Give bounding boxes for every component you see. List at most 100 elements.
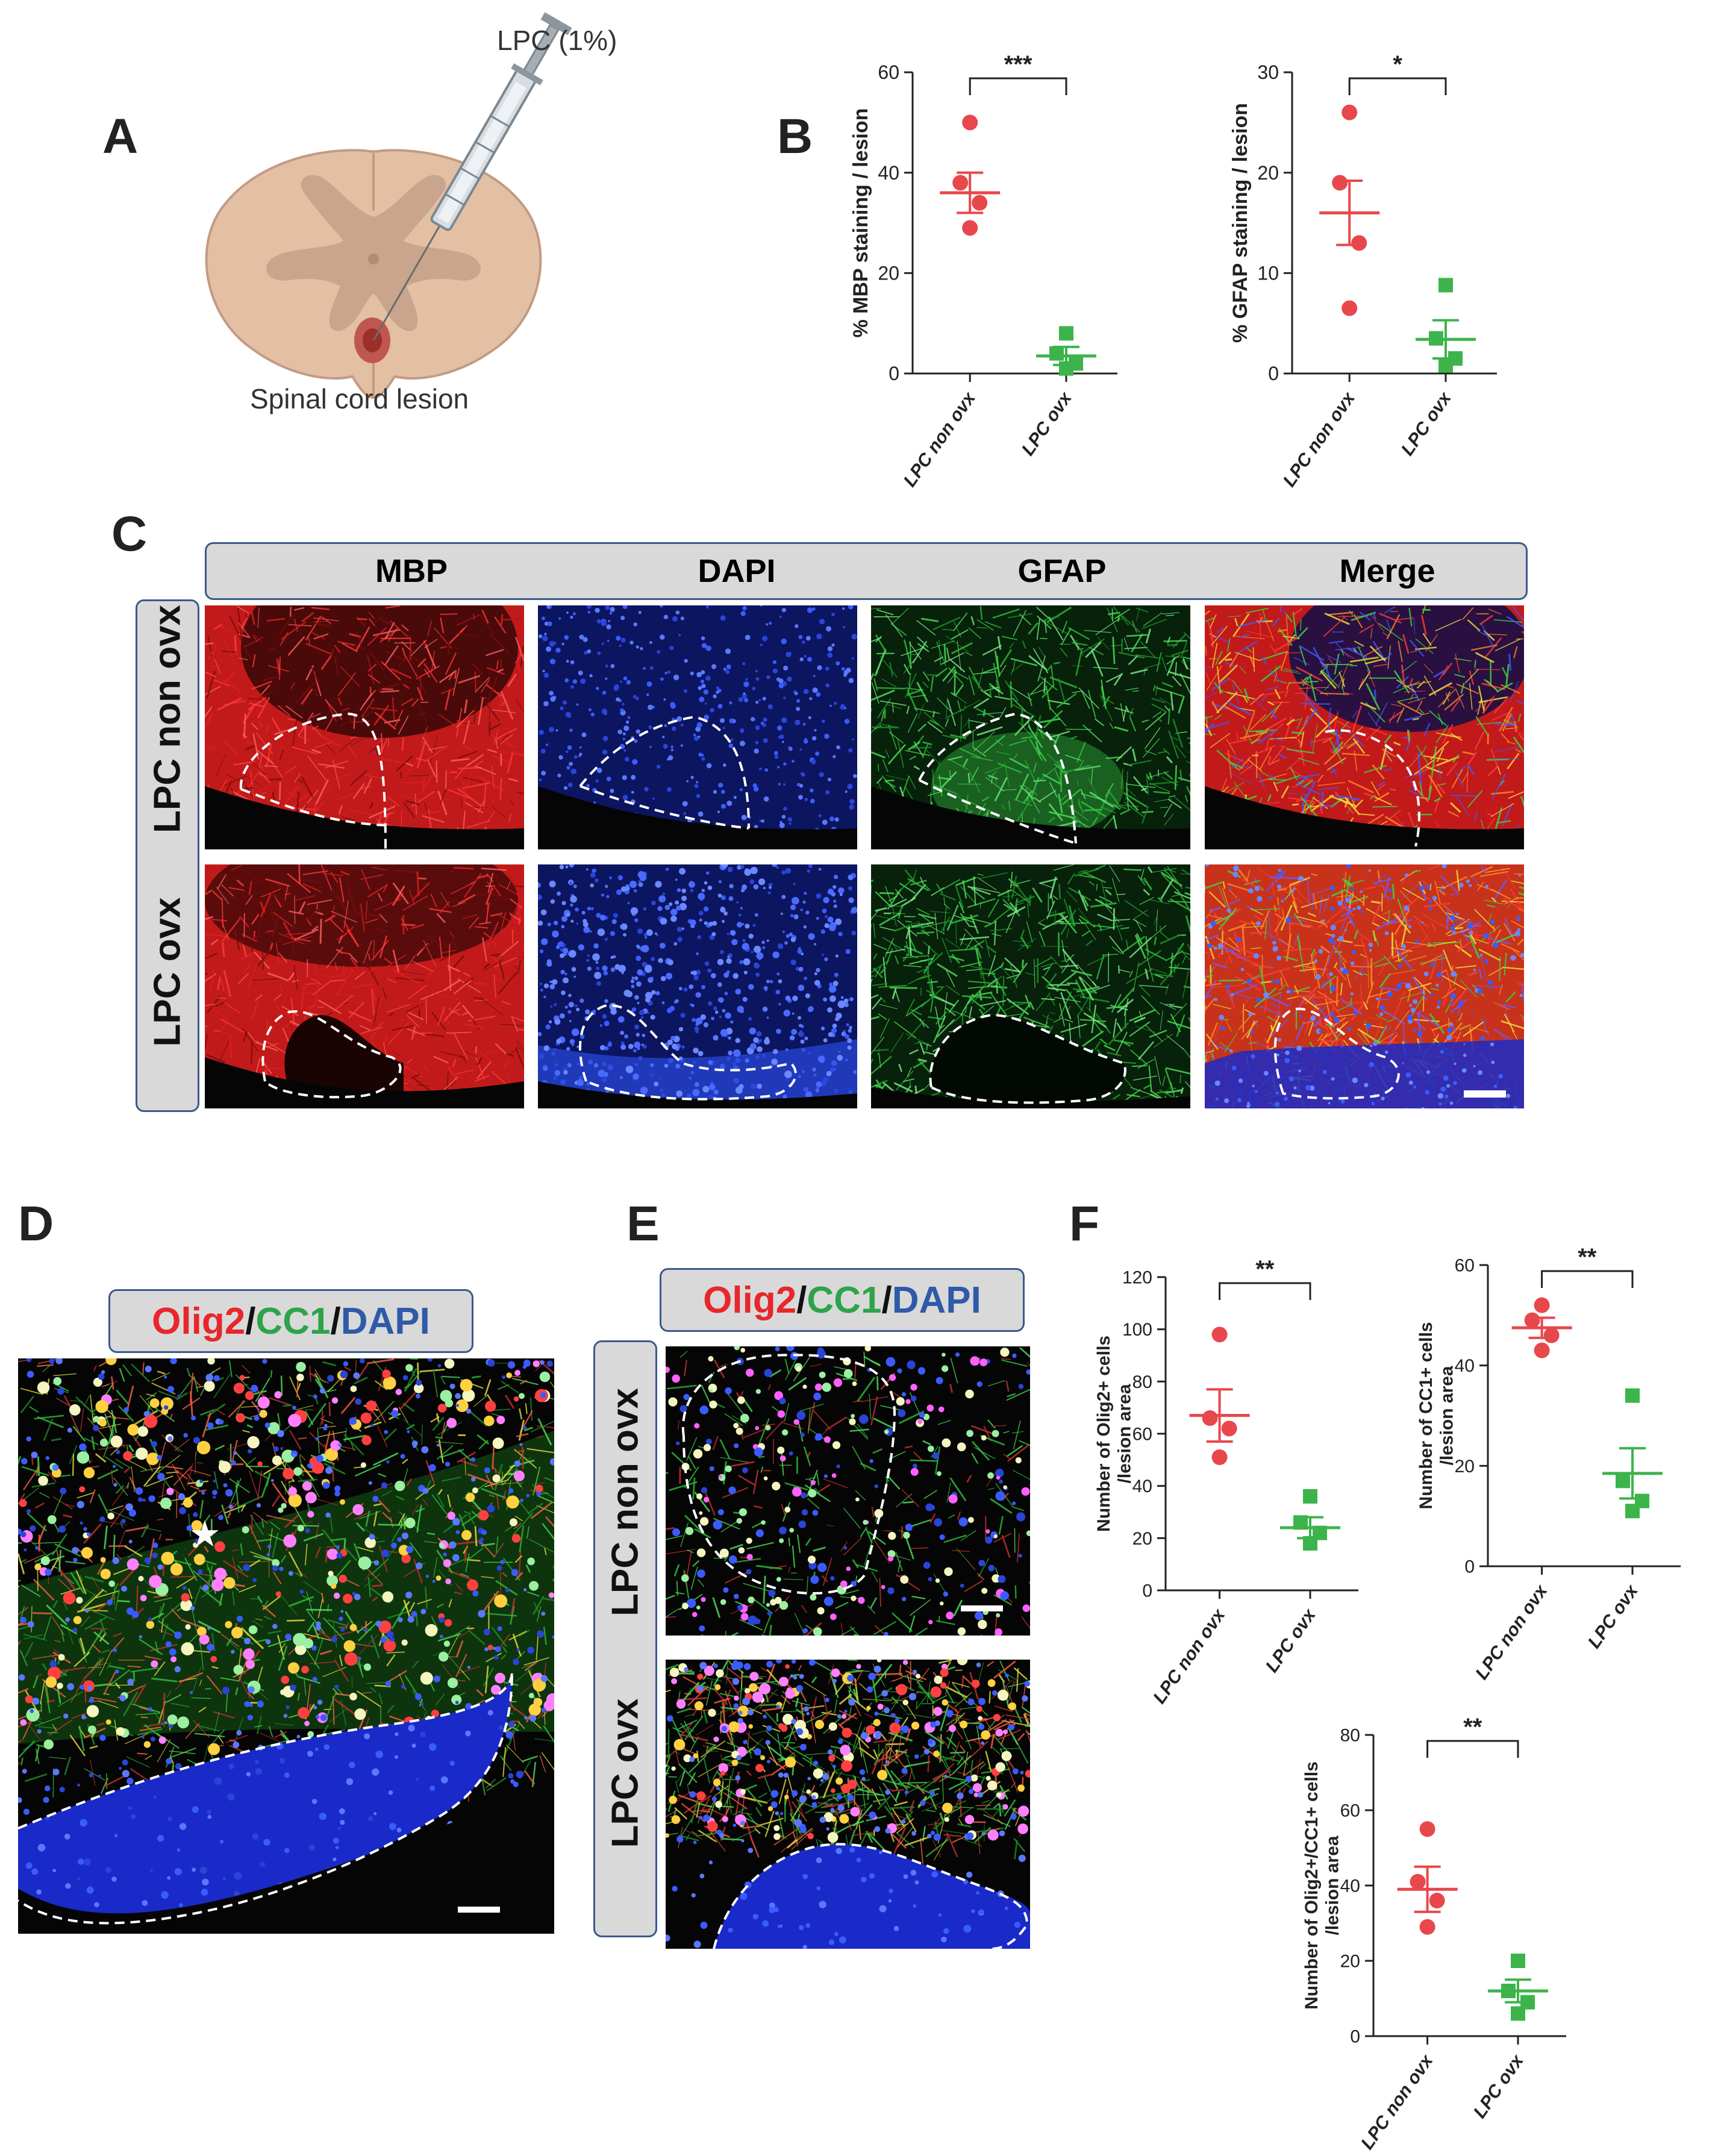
tissue-fiber xyxy=(1416,680,1425,689)
tissue-fiber xyxy=(367,928,373,934)
tissue-fiber xyxy=(384,622,395,640)
tissue-fiber xyxy=(871,960,890,973)
cell-nucleus xyxy=(549,880,556,888)
tissue-fiber xyxy=(916,908,930,916)
cell-nucleus xyxy=(570,615,573,619)
cell-nucleus xyxy=(696,781,699,784)
cell-nucleus xyxy=(678,1026,684,1032)
tissue-fiber xyxy=(416,871,420,896)
tissue-fiber xyxy=(1508,654,1512,671)
tissue-fiber xyxy=(1121,614,1141,633)
tissue-fiber xyxy=(229,615,242,641)
cell-nucleus xyxy=(733,1049,741,1057)
tissue-fiber xyxy=(1517,938,1524,946)
tissue-fiber xyxy=(1382,876,1391,899)
cell-nucleus xyxy=(667,670,671,674)
tissue-fiber xyxy=(1145,948,1167,961)
tissue-fiber xyxy=(1520,796,1524,808)
tissue-fiber xyxy=(220,779,228,791)
tissue-fiber xyxy=(1284,689,1289,697)
tissue-fiber xyxy=(280,632,289,646)
cell-nucleus xyxy=(641,945,649,953)
tissue-fiber xyxy=(1495,723,1517,726)
tissue-fiber xyxy=(1238,920,1246,923)
tissue-fiber xyxy=(346,883,357,913)
cell-nucleus xyxy=(546,646,552,652)
cell-nucleus xyxy=(571,1028,579,1036)
tissue-fiber xyxy=(1170,692,1174,711)
cell-nucleus xyxy=(704,881,708,885)
tissue-fiber xyxy=(212,678,230,687)
tissue-fiber xyxy=(1185,786,1190,796)
cell-nucleus xyxy=(637,870,645,878)
tissue-fiber xyxy=(1408,790,1426,798)
tissue-fiber xyxy=(1229,758,1244,770)
tissue-fiber xyxy=(1129,970,1133,978)
tissue-fiber xyxy=(1120,926,1129,930)
tissue-fiber xyxy=(1002,1013,1022,1017)
tissue-fiber xyxy=(935,641,946,667)
tissue-fiber xyxy=(955,876,976,886)
tissue-fiber xyxy=(342,642,358,652)
tissue-fiber xyxy=(949,770,951,779)
cell-nucleus xyxy=(648,725,652,730)
tissue-fiber xyxy=(446,908,452,922)
tissue-fiber xyxy=(1412,976,1428,1001)
tissue-fiber xyxy=(948,755,963,761)
tissue-fiber xyxy=(1423,987,1425,1011)
tissue-fiber xyxy=(1404,690,1426,693)
tissue-fiber xyxy=(407,1058,413,1064)
tissue-fiber xyxy=(1155,973,1164,979)
tissue-fiber xyxy=(311,749,322,754)
cell-nucleus xyxy=(766,980,770,984)
tissue-fiber xyxy=(1280,977,1283,987)
tissue-fiber xyxy=(1126,797,1139,811)
tissue-fiber xyxy=(1207,622,1214,639)
tissue-fiber xyxy=(476,1056,483,1066)
tissue-fiber xyxy=(1259,613,1261,640)
cell-nucleus xyxy=(546,959,552,964)
tissue-fiber xyxy=(990,986,1008,989)
cell-nucleus xyxy=(573,755,578,759)
tissue-fiber xyxy=(1470,866,1493,878)
tissue-fiber xyxy=(1478,948,1501,961)
tissue-fiber xyxy=(433,627,452,649)
cell-nucleus xyxy=(539,949,544,954)
tissue-fiber xyxy=(1169,898,1190,911)
cell-nucleus xyxy=(651,990,656,995)
tissue-fiber xyxy=(1036,607,1049,619)
cell-nucleus xyxy=(1257,896,1263,902)
tissue-fiber xyxy=(988,774,999,780)
tissue-fiber xyxy=(487,748,498,754)
tissue-fiber xyxy=(408,1011,424,1020)
tissue-fiber xyxy=(1417,934,1429,948)
tissue-fiber xyxy=(325,744,336,754)
tissue-fiber xyxy=(1085,641,1102,658)
cell-nucleus xyxy=(642,1044,647,1049)
cell-nucleus xyxy=(716,690,720,694)
data-point xyxy=(962,114,978,131)
cell-nucleus xyxy=(730,1020,734,1024)
cell-nucleus xyxy=(793,883,796,886)
cell-nucleus xyxy=(750,866,758,875)
tissue-fiber xyxy=(920,914,931,923)
cell-nucleus xyxy=(542,636,548,642)
tissue-fiber xyxy=(1007,613,1032,619)
tissue-fiber xyxy=(486,676,498,706)
tissue-fiber xyxy=(1294,985,1299,995)
tissue-fiber xyxy=(240,632,243,643)
tissue-fiber xyxy=(1027,692,1032,707)
tissue-fiber xyxy=(1206,665,1223,691)
tissue-fiber xyxy=(925,885,931,891)
tissue-fiber xyxy=(1095,617,1120,636)
tissue-fiber xyxy=(361,869,370,890)
tissue-fiber xyxy=(1260,992,1282,1002)
cell-nucleus xyxy=(701,684,706,689)
cell-nucleus xyxy=(1483,933,1489,939)
cell-nucleus xyxy=(722,726,725,730)
tissue-fiber xyxy=(1039,675,1058,691)
cell-nucleus xyxy=(614,964,620,970)
tissue-fiber xyxy=(984,686,1000,692)
cell-nucleus xyxy=(774,755,779,759)
